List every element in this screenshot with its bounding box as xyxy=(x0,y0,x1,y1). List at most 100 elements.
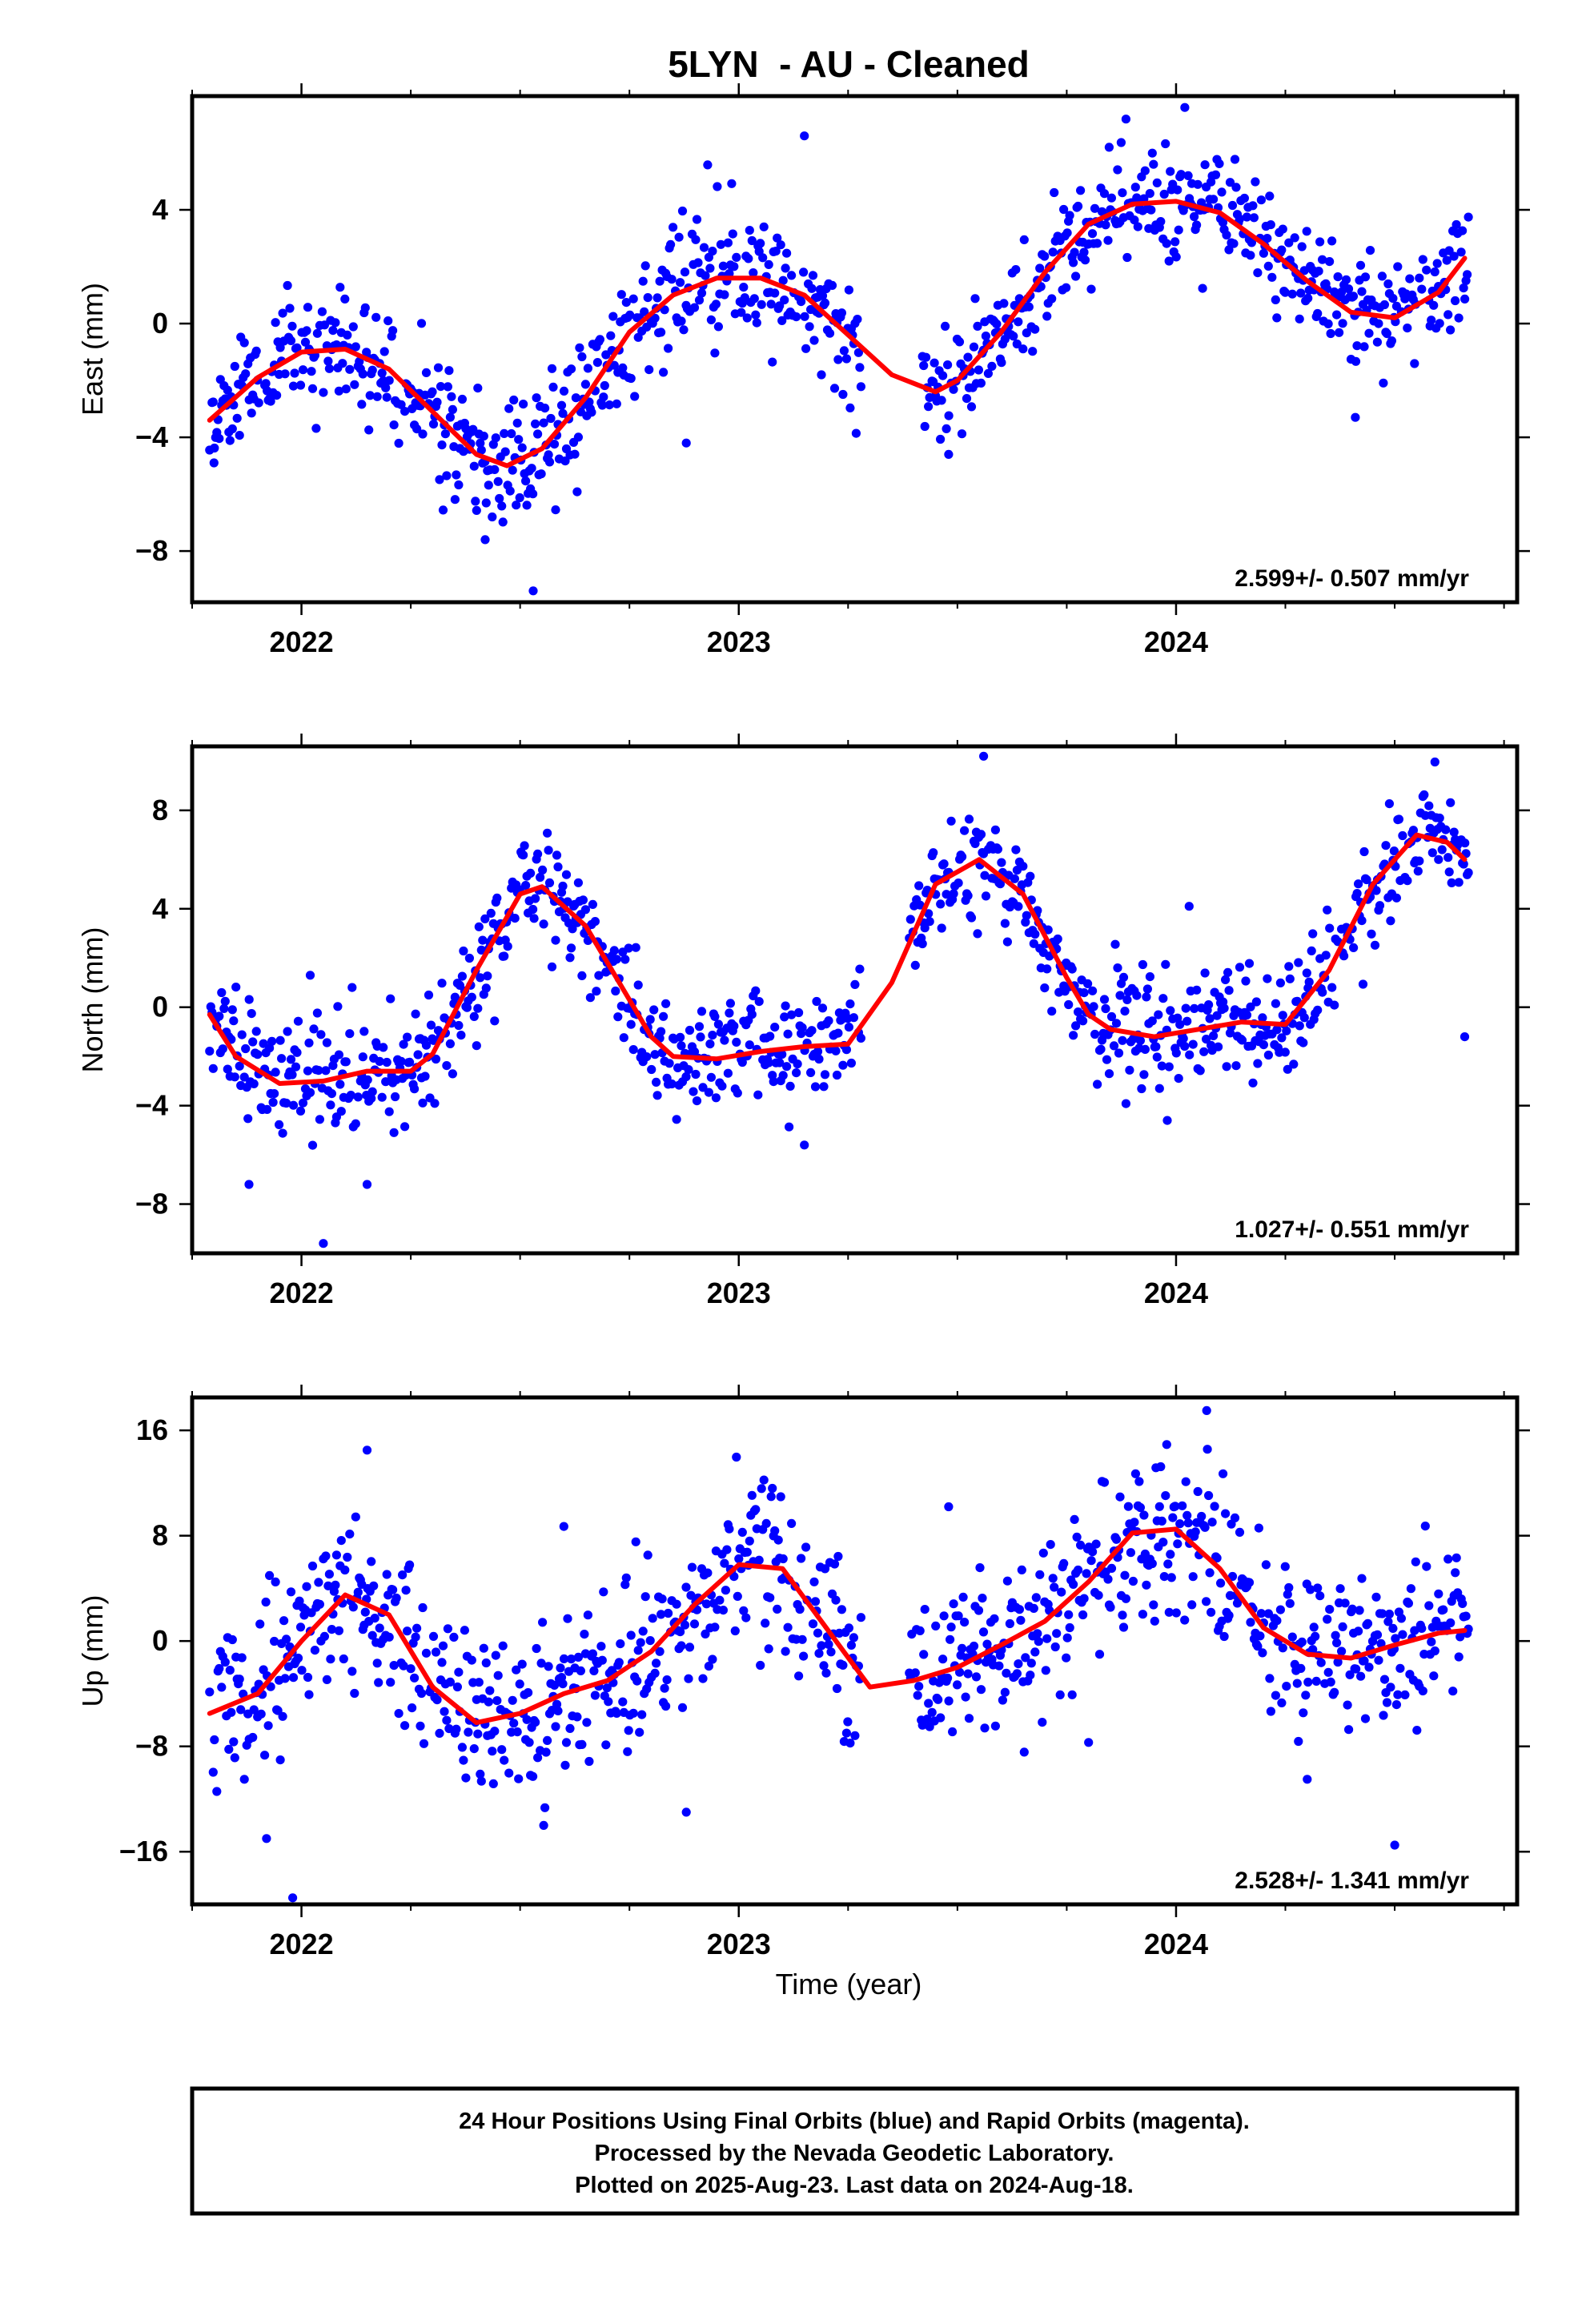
east-point xyxy=(1290,233,1299,243)
north-point xyxy=(1284,962,1294,971)
up-point xyxy=(742,1547,752,1557)
east-point xyxy=(691,235,701,244)
north-point xyxy=(681,1072,691,1082)
east-point xyxy=(1218,218,1228,227)
north-point xyxy=(831,1046,841,1055)
up-point xyxy=(288,1893,298,1903)
north-point xyxy=(543,828,552,838)
up-point xyxy=(1219,1631,1229,1642)
north-point xyxy=(778,1071,788,1080)
up-point xyxy=(1086,1556,1096,1566)
up-point xyxy=(1227,1571,1238,1582)
north-point xyxy=(764,1058,773,1068)
up-point xyxy=(1014,1605,1024,1614)
east-point xyxy=(1417,284,1427,294)
up-point xyxy=(295,1622,306,1632)
north-point xyxy=(424,990,434,1000)
up-point xyxy=(819,1661,829,1671)
up-point xyxy=(757,1484,766,1494)
up-point xyxy=(1359,1656,1369,1666)
up-point xyxy=(620,1580,630,1590)
up-point xyxy=(1115,1492,1125,1502)
up-point xyxy=(248,1732,258,1743)
up-point xyxy=(476,1776,486,1786)
footer-box xyxy=(190,2086,1520,2216)
up-point xyxy=(1345,1670,1355,1679)
north-point xyxy=(476,973,485,983)
up-point xyxy=(1046,1540,1055,1550)
east-point xyxy=(1079,247,1089,257)
east-point xyxy=(809,336,819,345)
up-point xyxy=(1308,1645,1318,1655)
up-point xyxy=(340,1565,350,1575)
up-point xyxy=(476,1769,485,1779)
up-point xyxy=(1224,1610,1234,1620)
east-point xyxy=(820,298,830,308)
up-point xyxy=(1019,1747,1029,1757)
up-point xyxy=(416,1721,425,1731)
up-point xyxy=(1166,1550,1175,1559)
north-point xyxy=(845,999,855,1009)
east-point xyxy=(677,316,686,326)
up-point xyxy=(336,1536,346,1546)
up-point xyxy=(660,1683,669,1693)
east-point xyxy=(580,380,591,389)
north-point xyxy=(1280,1047,1290,1057)
east-point xyxy=(1059,204,1069,215)
up-point xyxy=(343,1552,352,1562)
up-point xyxy=(601,1740,611,1750)
east-point xyxy=(626,373,636,384)
east-point xyxy=(1323,319,1333,328)
up-point xyxy=(1458,1598,1468,1608)
up-point xyxy=(1079,1594,1089,1603)
north-point xyxy=(1223,967,1233,977)
north-point xyxy=(1180,1041,1190,1051)
up-point xyxy=(734,1554,744,1564)
north-point xyxy=(1188,1039,1198,1049)
north-point xyxy=(995,879,1005,889)
north-point xyxy=(713,1019,724,1029)
north-point xyxy=(1099,995,1110,1004)
up-point xyxy=(1372,1630,1383,1639)
north-point xyxy=(1299,1013,1309,1023)
north-point xyxy=(689,1087,698,1096)
north-point xyxy=(528,904,538,915)
up-point xyxy=(1261,1560,1271,1570)
east-point xyxy=(770,288,780,298)
up-point xyxy=(225,1666,235,1675)
north-point xyxy=(218,1044,227,1054)
north-point xyxy=(396,1056,406,1066)
up-point xyxy=(741,1613,751,1622)
east-point xyxy=(450,495,460,505)
north-point xyxy=(519,850,528,860)
up-point xyxy=(756,1660,765,1671)
east-point xyxy=(428,387,437,396)
east-point xyxy=(1130,215,1139,225)
north-point xyxy=(684,1065,693,1075)
up-point xyxy=(614,1658,624,1667)
north-point xyxy=(1104,1069,1114,1079)
up-point xyxy=(976,1685,986,1695)
up-point xyxy=(1391,1634,1400,1643)
up-point xyxy=(1070,1514,1079,1524)
east-point xyxy=(1099,189,1110,199)
north-point xyxy=(793,1059,802,1069)
east-point xyxy=(692,215,702,224)
east-point xyxy=(452,470,461,480)
east-point xyxy=(801,344,811,353)
north-point xyxy=(473,1003,483,1013)
north-point xyxy=(552,850,562,860)
up-point xyxy=(331,1550,341,1560)
east-point xyxy=(1372,337,1382,347)
up-point xyxy=(946,1634,955,1644)
up-point xyxy=(708,1655,717,1664)
up-point xyxy=(326,1655,335,1664)
up-point xyxy=(262,1834,271,1844)
east-point xyxy=(1418,255,1427,264)
north-point xyxy=(1242,1010,1252,1019)
east-point xyxy=(1459,283,1468,293)
north-point xyxy=(1164,1062,1174,1072)
east-point xyxy=(532,393,541,403)
east-point xyxy=(1326,328,1335,339)
